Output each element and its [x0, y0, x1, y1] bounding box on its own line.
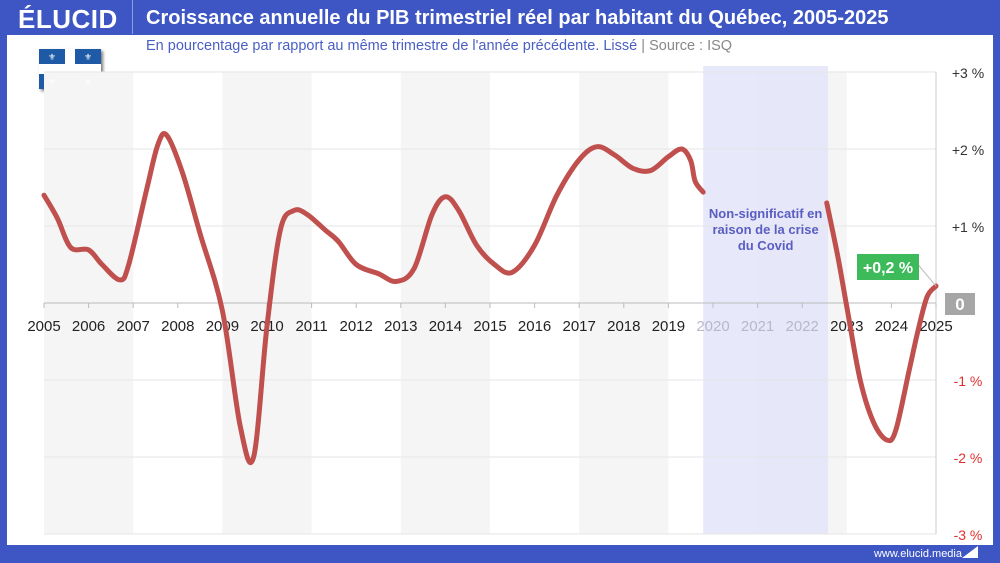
- header-separator: [132, 0, 133, 34]
- x-tick-label: 2015: [473, 318, 506, 335]
- elucid-logo: ÉLUCID: [18, 4, 118, 34]
- chart-title: Croissance annuelle du PIB trimestriel r…: [146, 7, 889, 29]
- x-tick-label: 2008: [161, 318, 194, 335]
- series-line: [41, 131, 706, 466]
- chart-subtitle: En pourcentage par rapport au même trime…: [146, 38, 732, 54]
- x-tick-label: 2006: [72, 318, 105, 335]
- x-tick-label: 2024: [875, 318, 908, 335]
- x-tick-label: 2020: [696, 318, 729, 335]
- x-tick-label: 2017: [563, 318, 596, 335]
- footer-url[interactable]: www.elucid.media: [873, 548, 962, 560]
- x-tick-label: 2023: [830, 318, 863, 335]
- x-tick-label: 2011: [295, 318, 327, 335]
- x-tick-label: 2013: [384, 318, 417, 335]
- source-text: Source : ISQ: [649, 38, 733, 54]
- series-line: [824, 200, 939, 444]
- label-leader: [917, 264, 937, 287]
- y-tick-label: -3 %: [954, 527, 983, 543]
- last-value-label: +0,2 %: [863, 260, 913, 277]
- covid-annotation: raison de la crise: [713, 222, 819, 237]
- x-tick-label: 2007: [117, 318, 150, 335]
- x-tick-label: 2012: [340, 318, 373, 335]
- x-tick-label: 2018: [607, 318, 640, 335]
- x-tick-label: 2019: [652, 318, 685, 335]
- x-tick-label: 2022: [786, 318, 819, 335]
- x-tick-label: 2009: [206, 318, 239, 335]
- subtitle-separator: |: [641, 38, 646, 54]
- y-tick-label: +3 %: [952, 65, 984, 81]
- x-tick-label: 2005: [27, 318, 60, 335]
- y-tick-label: -2 %: [954, 450, 983, 466]
- y-tick-label: -1 %: [954, 373, 983, 389]
- elucid-mark-icon: [962, 546, 978, 558]
- x-tick-label: 2025: [919, 318, 952, 335]
- covid-annotation: Non-significatif en: [709, 206, 822, 221]
- zero-label-bg: [945, 293, 975, 315]
- y-tick-label: 0: [955, 295, 964, 314]
- subtitle-text: En pourcentage par rapport au même trime…: [146, 38, 638, 54]
- y-tick-label: +1 %: [952, 219, 984, 235]
- x-tick-label: 2014: [429, 318, 462, 335]
- covid-annotation: du Covid: [738, 238, 794, 253]
- x-tick-label: 2016: [518, 318, 551, 335]
- x-tick-label: 2021: [741, 318, 774, 335]
- covid-region: [703, 66, 829, 534]
- y-tick-label: +2 %: [952, 142, 984, 158]
- last-value-bg: [857, 254, 919, 280]
